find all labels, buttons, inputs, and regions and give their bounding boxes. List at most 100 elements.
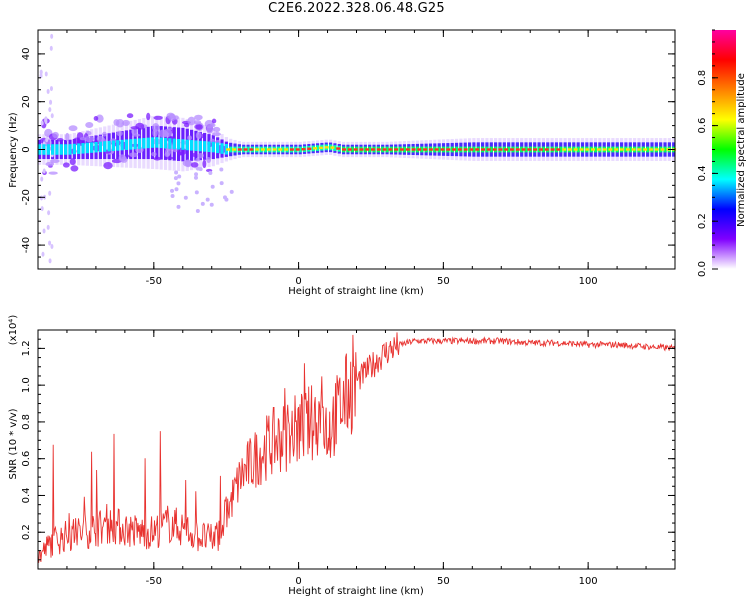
spectrum-blob (190, 162, 199, 168)
spectrum-outlier (44, 71, 48, 77)
spectrum-blob (206, 157, 212, 164)
spectrum-peak (307, 147, 312, 150)
spectrum-core (333, 145, 337, 151)
spectrum-blob (45, 161, 55, 167)
spectrum-peak (278, 148, 283, 151)
spectrum-blob (212, 126, 221, 132)
x-tick-label: 0 (295, 576, 301, 587)
colorbar-gradient (712, 30, 736, 269)
spectrum-peak (486, 148, 491, 151)
y-tick-label: 1.0 (21, 377, 32, 393)
spectrum-core (207, 141, 211, 153)
y-tick-label: 20 (21, 95, 32, 108)
spectrum-peak (423, 148, 428, 151)
spectrum-core (107, 140, 111, 152)
spectrum-core (133, 138, 137, 150)
spectrum-outlier (40, 206, 44, 212)
colorbar: 0.0 0.2 0.4 0.6 0.8 Normalized spectral ampl… (697, 29, 747, 277)
spectrum-blob (195, 157, 201, 162)
spectrum-outlier (50, 113, 54, 119)
spectrum-peak (648, 148, 653, 151)
snr-y-axis-label: SNR (10 * v/v) (8, 408, 19, 479)
spectrum-core (142, 138, 146, 149)
spectrum-blob (129, 152, 138, 158)
spectrum-speckle (173, 176, 178, 181)
spectrum-speckle (219, 167, 224, 172)
spectrum-blob (84, 135, 95, 143)
figure-title: C2E6.2022.328.06.48.G25 (268, 1, 445, 16)
spectrum-core (593, 146, 598, 153)
spectrum-peak (272, 148, 277, 151)
spectrum-speckle (209, 202, 214, 207)
spectrum-peak (492, 148, 497, 151)
spectrum-peak (509, 148, 514, 151)
spectrum-peak (434, 148, 439, 151)
spectrum-blob (165, 156, 174, 160)
spectrum-core (263, 146, 268, 153)
spectrum-core (155, 137, 159, 148)
spectrum-peak (463, 148, 468, 151)
spectrum-blob (187, 135, 192, 141)
spectrum-peak (481, 148, 486, 151)
spectrum-blob (195, 124, 203, 130)
spectrum-peak (394, 148, 399, 151)
spectrum-blob (56, 138, 64, 142)
spectrum-speckle (205, 197, 210, 202)
spectrum-core (150, 137, 155, 148)
spectrum-blob (202, 159, 207, 169)
spectrum-peak (625, 148, 630, 151)
spectrum-outlier (49, 99, 53, 105)
snr-series (37, 332, 676, 563)
spectrum-peak (660, 148, 665, 151)
spectrum-peak (602, 148, 607, 151)
spectrum-speckle (170, 193, 175, 198)
spectrum-peak (313, 147, 318, 150)
spectrum-core (368, 146, 372, 153)
spectrum-core (81, 143, 85, 154)
spectrum-blob (167, 127, 173, 131)
spectrum-core (229, 146, 233, 153)
spectrum-peak (579, 148, 584, 151)
snr-ticks: -50 0 50 100 0.2 0.4 0.6 0.8 1.0 1.2 (21, 329, 676, 587)
spectrum-peak (440, 148, 445, 151)
spectrum-blob (70, 165, 79, 172)
spectrum-blob (194, 114, 203, 121)
spectrogram-y-axis-label: Frequency (Hz) (8, 112, 19, 188)
spectrum-core (420, 146, 424, 153)
spectrum-outlier (48, 258, 52, 264)
spectrum-core (59, 144, 63, 155)
spectrum-peak (388, 148, 393, 151)
spectrum-core (489, 146, 493, 153)
spectrum-blob (62, 162, 70, 168)
spectrum-blob (65, 132, 70, 142)
spectrum-speckle (194, 190, 199, 195)
y-tick-label: 0.8 (21, 414, 32, 430)
spectrum-peak (226, 148, 231, 151)
spectrum-outlier (44, 117, 48, 123)
spectrum-blob (195, 131, 202, 140)
spectrum-blob (183, 123, 190, 128)
spectrum-peak (428, 148, 433, 151)
spectrum-peak (654, 148, 659, 151)
spectrum-outlier (49, 86, 53, 92)
spectrum-blob (72, 137, 83, 146)
spectrum-blob (197, 152, 204, 159)
spectrum-speckle (177, 174, 182, 179)
spectrum-core (576, 146, 580, 153)
spectrum-peak (614, 148, 619, 151)
spectrum-core (168, 138, 172, 149)
spectrum-peak (527, 148, 532, 151)
spectrum-blob (52, 131, 59, 139)
spectrum-core (646, 146, 650, 153)
spectrum-core (85, 142, 89, 154)
spectrum-core (46, 144, 50, 155)
spectrum-core (507, 146, 511, 153)
spectrum-core (77, 143, 81, 154)
spectrum-outlier (46, 88, 50, 94)
spectrum-blob (211, 118, 217, 124)
x-tick-label: 50 (437, 276, 450, 287)
spectrum-blob (184, 159, 192, 168)
spectrum-blob (153, 115, 163, 120)
spectrum-peak (469, 148, 474, 151)
spectrum-peak (567, 148, 572, 151)
